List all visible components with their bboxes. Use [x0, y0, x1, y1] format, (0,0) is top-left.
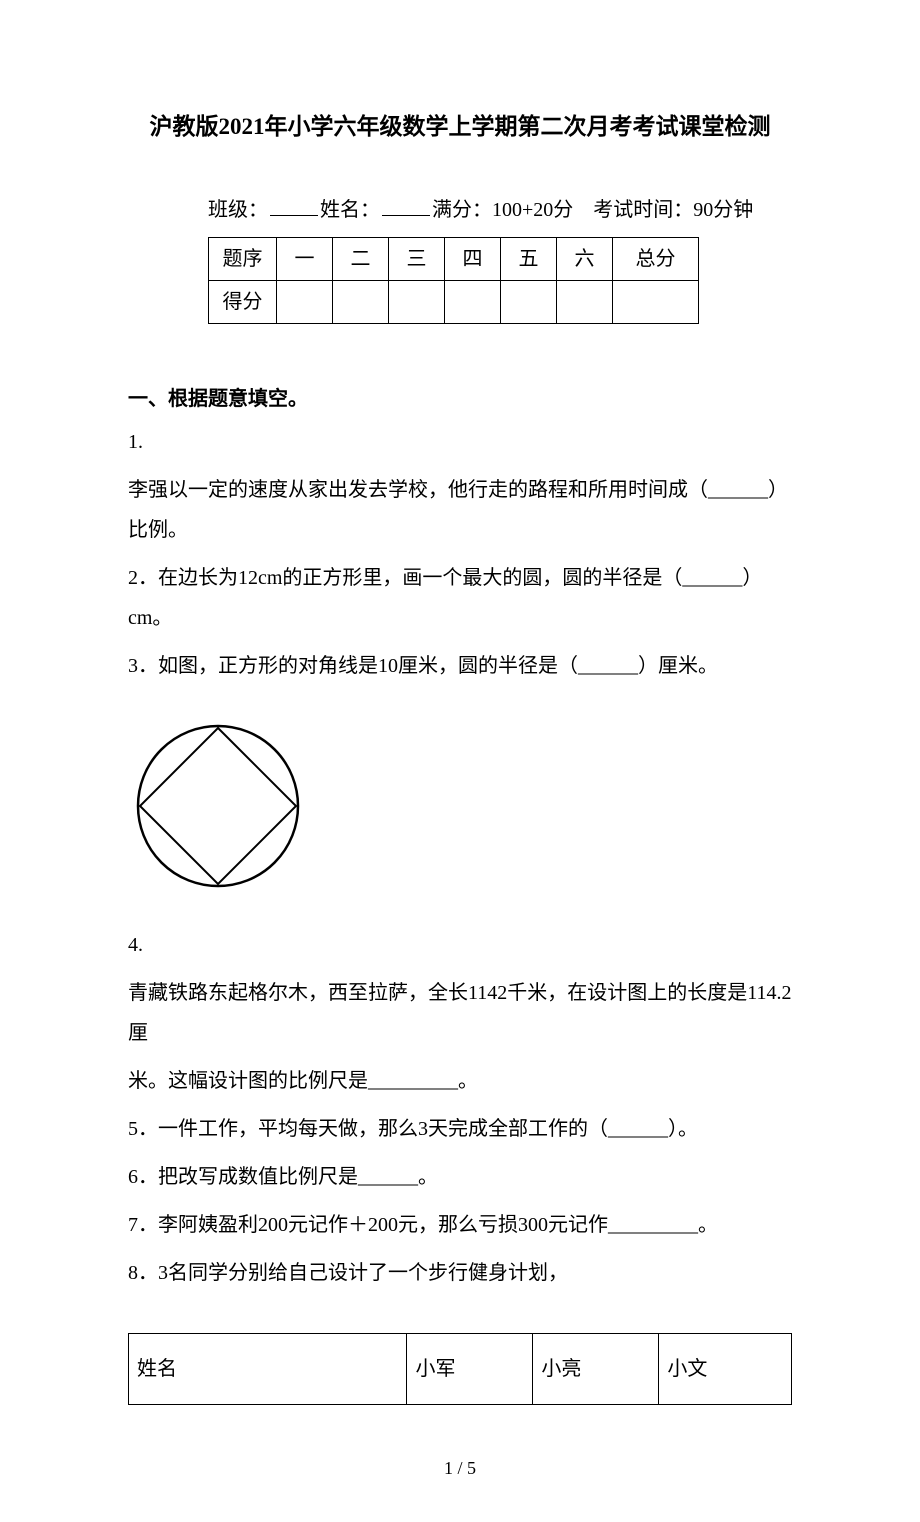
score-col-1: 一: [277, 237, 333, 280]
score-cell-2: [333, 280, 389, 323]
question-3: 3．如图，正方形的对角线是10厘米，圆的半径是（______）厘米。: [128, 646, 792, 686]
score-cell-6: [557, 280, 613, 323]
page-number: 1 / 5: [128, 1455, 792, 1482]
score-cell-5: [501, 280, 557, 323]
students-plan-table: 姓名 小军 小亮 小文: [128, 1333, 792, 1405]
score-cell-3: [389, 280, 445, 323]
score-col-5: 五: [501, 237, 557, 280]
time-label: 考试时间：: [593, 199, 693, 221]
score-col-total: 总分: [613, 237, 699, 280]
class-label: 班级：: [208, 199, 268, 221]
score-cell-4: [445, 280, 501, 323]
score-table-header-row: 题序 一 二 三 四 五 六 总分: [209, 237, 699, 280]
question-4-text-b: 米。这幅设计图的比例尺是_________。: [128, 1061, 792, 1101]
score-cell-1: [277, 280, 333, 323]
question-5: 5．一件工作，平均每天做，那么3天完成全部工作的（______）。: [128, 1109, 792, 1149]
exam-info-line: 班级： 姓名： 满分：100+20分 考试时间：90分钟: [208, 195, 792, 225]
score-col-3: 三: [389, 237, 445, 280]
question-3-figure: [128, 716, 792, 905]
score-col-6: 六: [557, 237, 613, 280]
fullmarks-value: 100+20分: [492, 199, 573, 221]
score-col-2: 二: [333, 237, 389, 280]
question-7: 7．李阿姨盈利200元记作＋200元，那么亏损300元记作_________。: [128, 1205, 792, 1245]
students-col-3: 小文: [659, 1333, 792, 1404]
students-col-name: 姓名: [129, 1333, 407, 1404]
students-col-2: 小亮: [533, 1333, 659, 1404]
question-4-number: 4.: [128, 925, 792, 965]
square-in-circle-diagram: [128, 716, 308, 896]
question-1-number: 1.: [128, 422, 792, 462]
score-row-label: 得分: [209, 280, 277, 323]
score-cell-total: [613, 280, 699, 323]
score-table: 题序 一 二 三 四 五 六 总分 得分: [208, 237, 699, 324]
score-col-4: 四: [445, 237, 501, 280]
question-2: 2．在边长为12cm的正方形里，画一个最大的圆，圆的半径是（______）cm。: [128, 558, 792, 638]
class-blank: [270, 196, 318, 216]
score-col-label: 题序: [209, 237, 277, 280]
name-label: 姓名：: [320, 199, 380, 221]
inscribed-square: [140, 728, 296, 884]
exam-title: 沪教版2021年小学六年级数学上学期第二次月考考试课堂检测: [128, 110, 792, 145]
question-6: 6．把改写成数值比例尺是______。: [128, 1157, 792, 1197]
students-col-1: 小军: [407, 1333, 533, 1404]
question-8: 8．3名同学分别给自己设计了一个步行健身计划，: [128, 1253, 792, 1293]
fullmarks-label: 满分：: [432, 199, 492, 221]
time-value: 90分钟: [693, 199, 753, 221]
question-1-text: 李强以一定的速度从家出发去学校，他行走的路程和所用时间成（______）比例。: [128, 470, 792, 550]
section-1-heading: 一、根据题意填空。: [128, 384, 792, 414]
name-blank: [382, 196, 430, 216]
score-table-value-row: 得分: [209, 280, 699, 323]
question-4-text-a: 青藏铁路东起格尔木，西至拉萨，全长1142千米，在设计图上的长度是114.2厘: [128, 973, 792, 1053]
outer-circle: [138, 726, 298, 886]
students-table-row: 姓名 小军 小亮 小文: [129, 1333, 792, 1404]
